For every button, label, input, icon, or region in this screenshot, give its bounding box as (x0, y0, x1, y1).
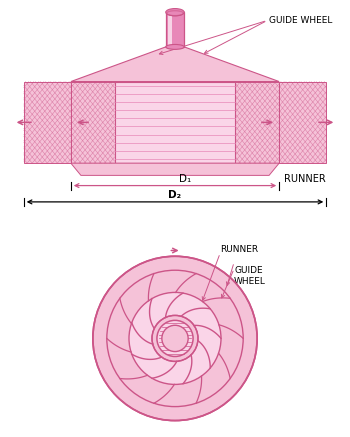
Ellipse shape (166, 9, 184, 16)
Polygon shape (71, 47, 279, 82)
Text: RUNNER: RUNNER (220, 245, 258, 254)
Circle shape (93, 256, 257, 420)
Text: D₁: D₁ (179, 173, 191, 184)
Bar (166, 12, 184, 47)
Bar (114, 82, 236, 163)
Text: RUNNER: RUNNER (284, 173, 326, 184)
Bar (279, 82, 326, 163)
Bar (168, 12, 173, 47)
Bar (71, 82, 114, 163)
Circle shape (162, 325, 188, 351)
Text: GUIDE
WHEEL: GUIDE WHEEL (234, 266, 266, 285)
Circle shape (157, 320, 193, 357)
Circle shape (152, 316, 198, 361)
Text: GUIDE WHEEL: GUIDE WHEEL (269, 16, 332, 25)
Bar (236, 82, 279, 163)
Text: D₂: D₂ (168, 190, 182, 200)
Ellipse shape (166, 45, 184, 49)
Circle shape (129, 292, 221, 385)
Polygon shape (71, 163, 279, 175)
Bar (24, 82, 71, 163)
